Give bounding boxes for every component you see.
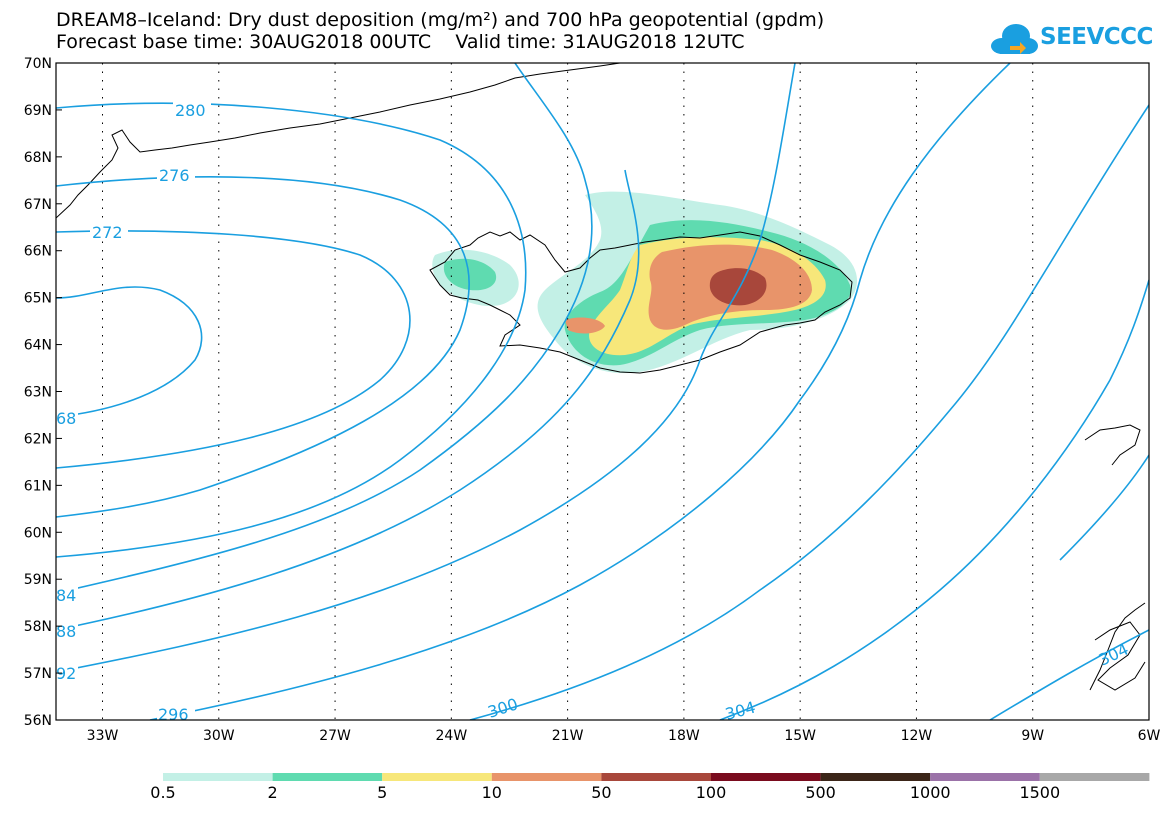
lon-label-6W: 6W <box>1138 728 1161 744</box>
color-legend <box>163 773 1150 781</box>
contour-label-288: 88 <box>56 622 76 641</box>
lon-label-12W: 12W <box>901 728 933 744</box>
map-subtitle-times: Forecast base time: 30AUG2018 00UTC Vali… <box>56 31 745 53</box>
latitude-labels: 70N 69N 68N 67N 66N 65N 64N 63N 62N 61N 60N 59N 58N 5… <box>24 56 62 729</box>
lon-label-18W: 18W <box>668 728 700 744</box>
legend-swatch <box>1039 773 1150 781</box>
lat-label-59N: 59N <box>24 572 52 588</box>
legend-swatch <box>930 773 1040 781</box>
lon-label-33W: 33W <box>87 728 119 744</box>
lat-label-70N: 70N <box>24 56 52 72</box>
cloud-logo-icon <box>991 24 1038 54</box>
dust-level-10-b <box>565 317 605 334</box>
longitude-labels: 33W 30W 27W 24W 21W 18W 15W 12W 9W 6W <box>87 728 1161 744</box>
coastline-islands <box>1094 621 1146 691</box>
legend-label: 1500 <box>1019 783 1061 802</box>
legend-swatch <box>601 773 711 781</box>
contour-304 <box>719 279 1149 720</box>
legend-swatch <box>382 773 492 781</box>
lat-label-68N: 68N <box>24 150 52 166</box>
coastline-iceland <box>429 231 853 374</box>
geopotential-contours <box>56 63 1149 720</box>
contour-label-292: 92 <box>56 664 76 683</box>
legend-label: 5 <box>377 783 388 802</box>
contour-label-276: 276 <box>159 166 190 185</box>
lat-label-57N: 57N <box>24 666 52 682</box>
contour-292 <box>56 63 796 673</box>
map-title: DREAM8–Iceland: Dry dust deposition (mg/… <box>56 9 825 31</box>
contour-label-272: 272 <box>92 223 123 242</box>
legend-label: 0.5 <box>150 783 176 802</box>
contour-label-284: 84 <box>56 586 76 605</box>
lat-label-66N: 66N <box>24 244 52 260</box>
legend-label: 50 <box>591 783 612 802</box>
legend-label: 1000 <box>909 783 951 802</box>
dust-deposition-field <box>432 191 858 374</box>
contour-label-280: 280 <box>175 101 206 120</box>
coastline-scotland <box>1084 424 1141 466</box>
contour-label-300: 300 <box>485 694 520 722</box>
lon-label-27W: 27W <box>319 728 351 744</box>
contour-288 <box>56 169 640 631</box>
logo-text: SEEVCCC <box>1040 24 1153 50</box>
lon-label-9W: 9W <box>1021 728 1044 744</box>
legend-label: 10 <box>481 783 502 802</box>
lat-label-65N: 65N <box>24 291 52 307</box>
legend-swatch <box>272 773 383 781</box>
contour-304-b <box>989 629 1149 720</box>
lat-label-56N: 56N <box>24 713 52 729</box>
contour-296 <box>149 63 1011 720</box>
coastline-greenland <box>56 63 621 219</box>
legend-swatch <box>711 773 821 781</box>
contour-labels: 280 276 272 68 84 88 92 296 300 304 304 <box>56 101 1131 724</box>
contour-284 <box>56 63 593 594</box>
coastlines <box>56 63 1146 691</box>
legend-swatch <box>820 773 931 781</box>
dust-level-50 <box>709 268 767 306</box>
lon-label-30W: 30W <box>203 728 235 744</box>
lat-label-62N: 62N <box>24 431 52 447</box>
contour-label-268: 68 <box>56 409 76 428</box>
contour-272 <box>56 230 411 469</box>
lat-label-69N: 69N <box>24 103 52 119</box>
map-frame <box>55 62 1150 721</box>
lat-label-63N: 63N <box>24 385 52 401</box>
legend-swatch <box>491 773 602 781</box>
lat-label-61N: 61N <box>24 478 52 494</box>
coastline-norway <box>1089 602 1146 691</box>
contour-276 <box>56 176 470 518</box>
grid-lines <box>102 63 1034 720</box>
lon-label-15W: 15W <box>784 728 816 744</box>
lon-label-21W: 21W <box>552 728 584 744</box>
legend-label: 100 <box>695 783 727 802</box>
contour-280 <box>56 102 527 558</box>
dust-level-2-west <box>443 258 497 291</box>
lat-label-60N: 60N <box>24 525 52 541</box>
contour-308 <box>1059 454 1149 561</box>
legend-label: 500 <box>805 783 836 802</box>
legend-swatch <box>163 773 273 781</box>
contour-300 <box>469 104 1149 720</box>
lon-label-24W: 24W <box>436 728 468 744</box>
lat-label-67N: 67N <box>24 197 52 213</box>
lat-label-64N: 64N <box>24 338 52 354</box>
contour-label-296: 296 <box>158 705 189 724</box>
contour-268 <box>56 286 203 418</box>
contour-label-304: 304 <box>723 698 757 724</box>
legend-label: 2 <box>267 783 278 802</box>
lat-label-58N: 58N <box>24 619 52 635</box>
